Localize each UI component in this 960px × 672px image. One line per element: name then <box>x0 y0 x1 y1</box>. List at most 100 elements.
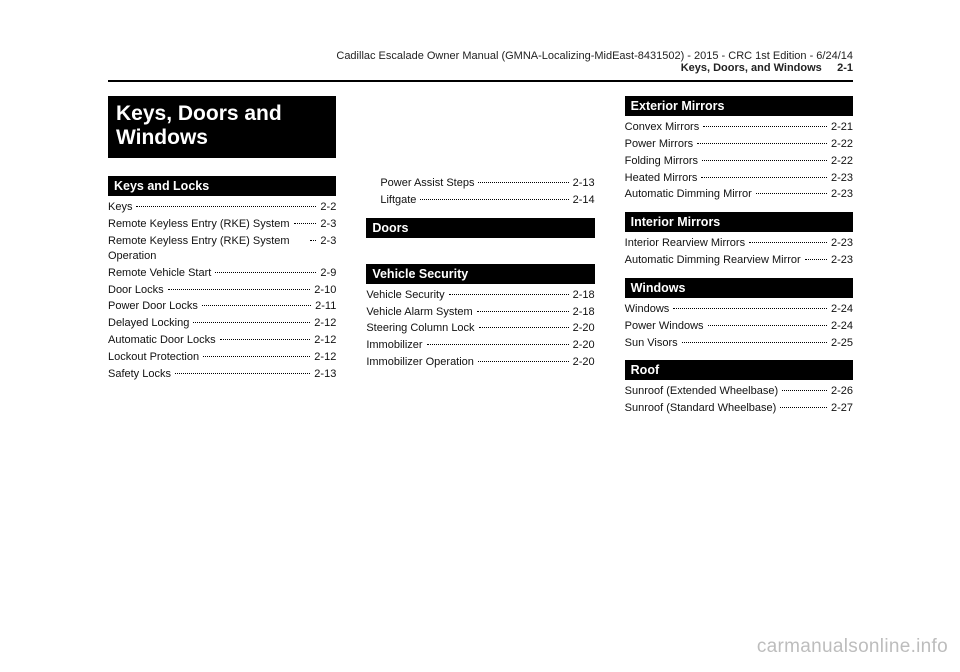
toc-label: Power Assist Steps <box>380 176 474 191</box>
toc-label: Interior Rearview Mirrors <box>625 236 745 251</box>
chapter-title: Keys, Doors and Windows <box>108 96 336 158</box>
toc-dots <box>136 206 316 207</box>
toc-page: 2-3 <box>320 234 336 249</box>
section-head-interior-mirrors: Interior Mirrors <box>625 212 853 232</box>
toc-label: Automatic Dimming Rearview Mirror <box>625 253 801 268</box>
toc-row: Immobilizer Operation2-20 <box>366 355 594 370</box>
toc-row: Convex Mirrors 2-21 <box>625 120 853 135</box>
toc-row: Heated Mirrors 2-23 <box>625 171 853 186</box>
toc-row: Liftgate 2-14 <box>366 193 594 208</box>
toc-row: Door Locks 2-10 <box>108 283 336 298</box>
toc-page: 2-23 <box>831 236 853 251</box>
toc-row: Lockout Protection2-12 <box>108 350 336 365</box>
toc-row: Keys2-2 <box>108 200 336 215</box>
toc-row: Power Door Locks 2-11 <box>108 299 336 314</box>
toc-row: Power Mirrors2-22 <box>625 137 853 152</box>
toc-label: Safety Locks <box>108 367 171 382</box>
toc-dots <box>703 126 827 127</box>
toc-page: 2-23 <box>831 187 853 202</box>
toc-dots <box>202 305 311 306</box>
section-head-keys-locks: Keys and Locks <box>108 176 336 196</box>
header-section: Keys, Doors, and Windows <box>681 62 822 74</box>
toc-dots <box>215 272 316 273</box>
toc-dots <box>682 342 827 343</box>
toc-page: 2-13 <box>573 176 595 191</box>
watermark: carmanualsonline.info <box>757 636 948 658</box>
toc-dots <box>427 344 569 345</box>
toc-label: Heated Mirrors <box>625 171 698 186</box>
column-3: Exterior Mirrors Convex Mirrors2-21 Powe… <box>625 96 853 418</box>
page-header: Cadillac Escalade Owner Manual (GMNA-Loc… <box>108 50 853 74</box>
toc-page: 2-22 <box>831 137 853 152</box>
toc-dots <box>294 223 317 224</box>
toc-dots <box>478 361 569 362</box>
header-rule <box>108 80 853 82</box>
toc-row: Interior Rearview Mirrors 2-23 <box>625 236 853 251</box>
toc-label: Remote Keyless Entry (RKE) System Operat… <box>108 234 306 264</box>
toc-dots <box>203 356 310 357</box>
toc-row: Automatic Door Locks 2-12 <box>108 333 336 348</box>
manual-page: Cadillac Escalade Owner Manual (GMNA-Loc… <box>108 50 853 418</box>
toc-page: 2-24 <box>831 319 853 334</box>
toc-row: Steering Column Lock2-20 <box>366 321 594 336</box>
toc-page: 2-23 <box>831 171 853 186</box>
toc-row: Delayed Locking2-12 <box>108 316 336 331</box>
toc-page: 2-12 <box>314 316 336 331</box>
toc-label: Immobilizer <box>366 338 422 353</box>
toc-row: Windows2-24 <box>625 302 853 317</box>
toc-dots <box>193 322 310 323</box>
toc-row: Remote Vehicle Start 2-9 <box>108 266 336 281</box>
header-pagenum: 2-1 <box>837 62 853 74</box>
toc-row: Safety Locks2-13 <box>108 367 336 382</box>
toc-label: Vehicle Alarm System <box>366 305 472 320</box>
toc-label: Remote Vehicle Start <box>108 266 211 281</box>
toc-label: Sun Visors <box>625 336 678 351</box>
toc-dots <box>697 143 827 144</box>
section-head-roof: Roof <box>625 360 853 380</box>
toc-page: 2-20 <box>573 355 595 370</box>
toc-page: 2-18 <box>573 305 595 320</box>
section-head-doors: Doors <box>366 218 594 238</box>
section-head-windows: Windows <box>625 278 853 298</box>
toc-row: Power Assist Steps 2-13 <box>366 176 594 191</box>
toc-page: 2-11 <box>315 299 336 314</box>
toc-row: Folding Mirrors2-22 <box>625 154 853 169</box>
toc-dots <box>420 199 568 200</box>
toc-page: 2-14 <box>573 193 595 208</box>
toc-row: Remote Keyless Entry (RKE) System Operat… <box>108 234 336 264</box>
toc-label: Power Door Locks <box>108 299 198 314</box>
toc-dots <box>708 325 827 326</box>
toc-page: 2-9 <box>320 266 336 281</box>
toc-dots <box>310 240 316 241</box>
toc-row: Power Windows2-24 <box>625 319 853 334</box>
toc-row: Sunroof (Extended Wheelbase)2-26 <box>625 384 853 399</box>
toc-page: 2-24 <box>831 302 853 317</box>
toc-label: Remote Keyless Entry (RKE) System <box>108 217 290 232</box>
toc-row: Sun Visors 2-25 <box>625 336 853 351</box>
toc-label: Automatic Door Locks <box>108 333 216 348</box>
toc-row: Sunroof (Standard Wheelbase)2-27 <box>625 401 853 416</box>
toc-page: 2-21 <box>831 120 853 135</box>
toc-label: Sunroof (Extended Wheelbase) <box>625 384 778 399</box>
toc-page: 2-12 <box>314 333 336 348</box>
toc-label: Door Locks <box>108 283 164 298</box>
toc-label: Keys <box>108 200 132 215</box>
toc-dots <box>478 182 568 183</box>
toc-label: Liftgate <box>380 193 416 208</box>
toc-dots <box>673 308 827 309</box>
toc-label: Lockout Protection <box>108 350 199 365</box>
toc-row: Vehicle Alarm System 2-18 <box>366 305 594 320</box>
toc-row: Automatic Dimming Rearview Mirror2-23 <box>625 253 853 268</box>
toc-page: 2-25 <box>831 336 853 351</box>
toc-label: Convex Mirrors <box>625 120 700 135</box>
toc-dots <box>702 160 827 161</box>
toc-label: Sunroof (Standard Wheelbase) <box>625 401 777 416</box>
toc-dots <box>479 327 569 328</box>
toc-page: 2-10 <box>314 283 336 298</box>
toc-dots <box>175 373 310 374</box>
toc-page: 2-3 <box>320 217 336 232</box>
toc-dots <box>749 242 827 243</box>
toc-label: Automatic Dimming Mirror <box>625 187 752 202</box>
toc-row: Vehicle Security2-18 <box>366 288 594 303</box>
toc-row: Immobilizer2-20 <box>366 338 594 353</box>
